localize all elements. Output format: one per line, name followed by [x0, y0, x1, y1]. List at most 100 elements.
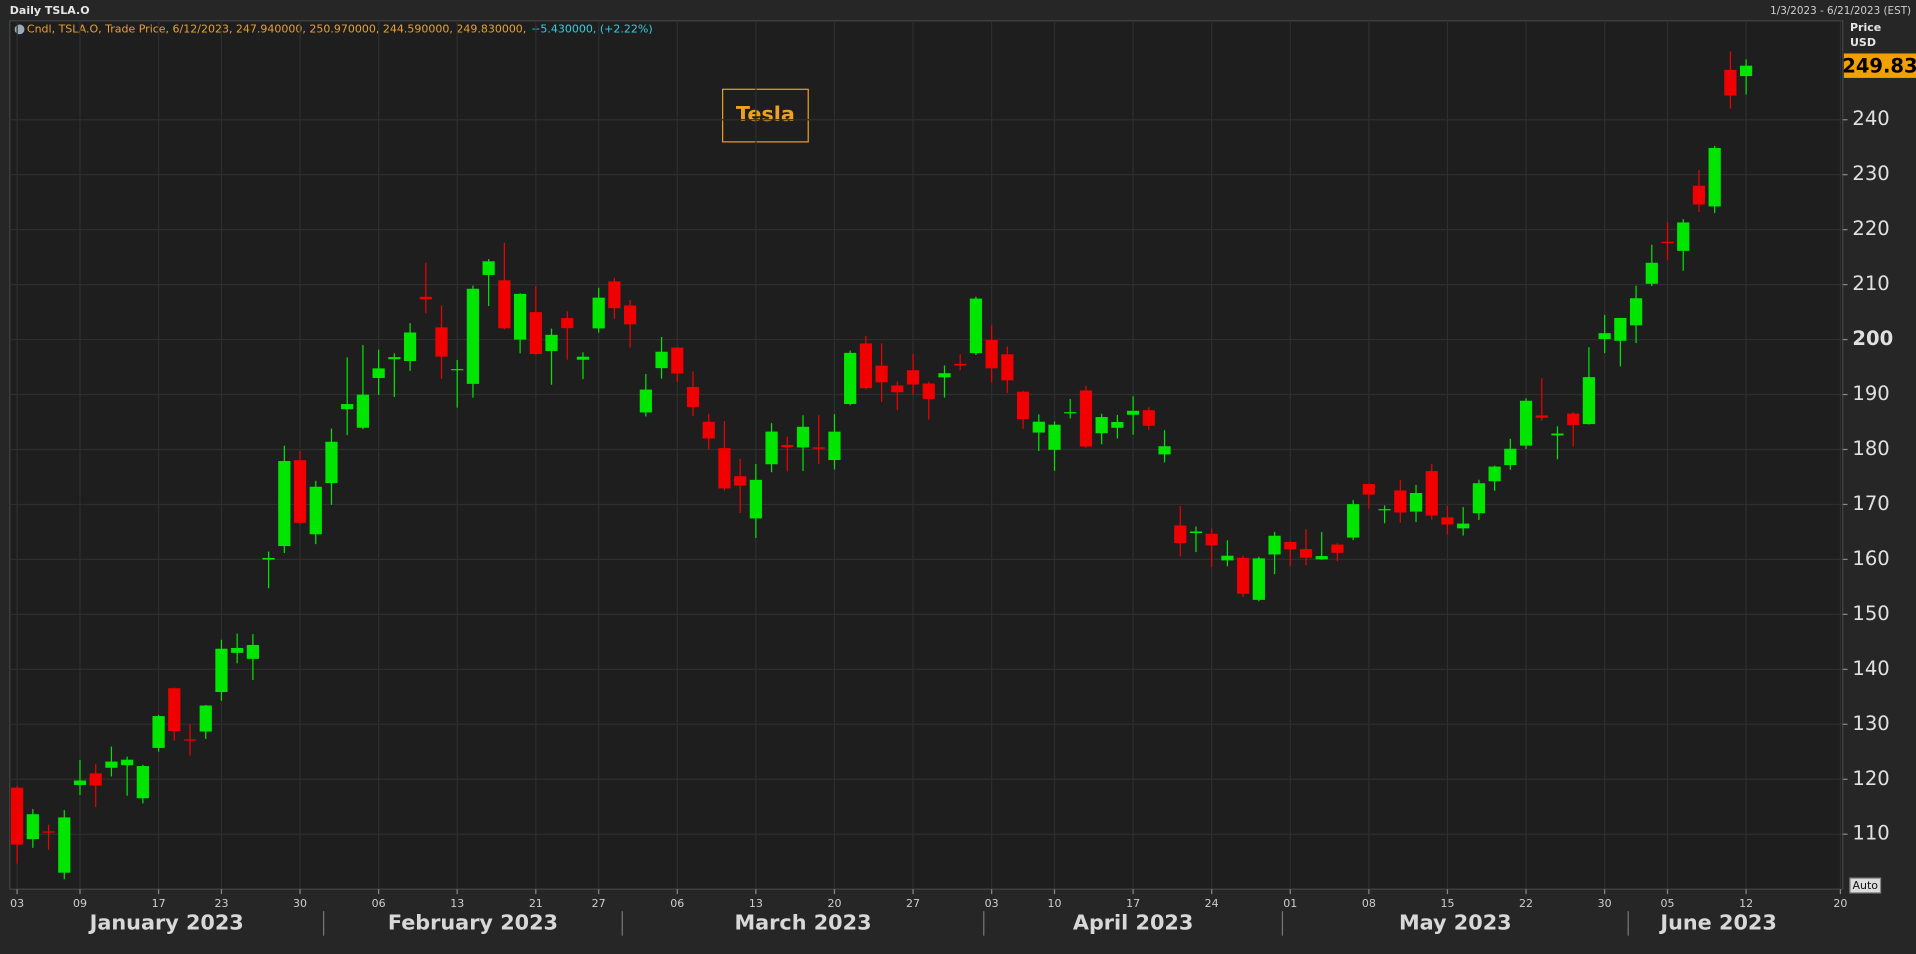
candle-body — [121, 759, 134, 766]
candle-body — [608, 281, 621, 309]
candle-body — [1221, 555, 1234, 561]
x-tick-label: 15 — [1440, 897, 1454, 910]
candle-body — [1598, 333, 1611, 340]
candle-body — [529, 312, 542, 355]
candle-body — [592, 297, 605, 329]
candle-body — [309, 486, 322, 535]
y-tick-label: 140 — [1852, 657, 1889, 680]
x-tick-label: 20 — [1833, 897, 1847, 910]
candle-body — [969, 298, 983, 354]
candle-body — [262, 557, 275, 560]
candle-body — [293, 460, 307, 523]
candle-body — [718, 448, 731, 489]
candle-body — [891, 385, 904, 393]
candle-body — [199, 705, 212, 732]
candle-body — [89, 773, 102, 786]
month-label: February 2023 — [388, 910, 558, 934]
candle-body — [58, 817, 71, 873]
candle-body — [1205, 533, 1218, 546]
x-tick-label: 09 — [73, 897, 87, 910]
axis-title: Price — [1850, 21, 1881, 34]
x-tick-label: 13 — [450, 897, 464, 910]
candle-body — [954, 363, 967, 366]
candle-body — [545, 334, 558, 351]
candle-body — [1016, 391, 1030, 420]
candle-body — [1567, 413, 1580, 425]
candle-body — [1472, 483, 1486, 514]
month-label: March 2023 — [735, 910, 872, 934]
candle-body — [1692, 185, 1706, 205]
x-tick-label: 17 — [152, 897, 166, 910]
candle-body — [938, 373, 951, 378]
annotation-box — [722, 88, 809, 143]
candle-body — [1677, 222, 1690, 251]
y-tick-label: 210 — [1852, 272, 1889, 295]
candle-body — [1519, 400, 1533, 446]
candles — [11, 51, 1753, 880]
candle-body — [1724, 69, 1737, 96]
y-tick-label: 160 — [1852, 547, 1889, 570]
y-tick-label: 170 — [1852, 492, 1889, 515]
candle-body — [1001, 354, 1014, 381]
candle-body — [1189, 531, 1203, 534]
candle-body — [1629, 298, 1643, 326]
candle-body — [561, 318, 574, 329]
x-tick-label: 20 — [827, 897, 841, 910]
candle-body — [246, 644, 260, 659]
x-tick-label: 10 — [1048, 897, 1062, 910]
candle-body — [1425, 471, 1438, 516]
candle-body — [168, 688, 181, 731]
x-tick-label: 21 — [529, 897, 543, 910]
y-tick-label: 200 — [1852, 327, 1893, 350]
x-tick-label: 17 — [1126, 897, 1140, 910]
candle-body — [1441, 517, 1454, 525]
candle-body — [1315, 556, 1328, 560]
candle-body — [356, 394, 370, 428]
candle-body — [1331, 544, 1344, 553]
candle-body — [183, 739, 197, 741]
candle-body — [1299, 549, 1313, 558]
annotation: Tesla — [736, 102, 795, 126]
candle-body — [796, 426, 810, 448]
candle-body — [1252, 558, 1265, 600]
candle-body — [1645, 262, 1658, 284]
auto-button-label[interactable]: Auto — [1852, 879, 1878, 892]
candle-body — [624, 305, 637, 325]
candle-body — [1347, 504, 1360, 538]
candle-body — [1064, 412, 1077, 414]
x-tick-label: 06 — [372, 897, 386, 910]
candle-body — [513, 293, 527, 340]
x-tick-label: 23 — [214, 897, 228, 910]
candle-body — [42, 831, 55, 833]
auto-button[interactable] — [1849, 877, 1882, 894]
y-tick-label: 220 — [1852, 217, 1889, 240]
candle-body — [655, 351, 668, 369]
legend: Cndl, TSLA.O, Trade Price, 6/12/2023, 24… — [27, 22, 653, 35]
candle-body — [576, 356, 590, 360]
y-tick-label: 240 — [1852, 107, 1889, 130]
candle-body — [11, 787, 24, 845]
candle-body — [1378, 509, 1391, 511]
y-tick-label: 120 — [1852, 767, 1889, 790]
candle-body — [1284, 541, 1297, 550]
candle-body — [1268, 535, 1281, 555]
x-tick-label: 08 — [1362, 897, 1376, 910]
x-tick-label: 06 — [670, 897, 684, 910]
month-label: April 2023 — [1073, 910, 1193, 934]
candle-body — [1142, 410, 1155, 426]
candle-body — [1488, 466, 1501, 482]
x-tick-label: 24 — [1205, 897, 1219, 910]
candle-body — [734, 476, 747, 486]
candle-body — [388, 357, 401, 360]
candle-body — [1614, 317, 1627, 341]
candle-body — [1535, 415, 1548, 418]
candle-body — [1551, 433, 1564, 436]
candle-body — [985, 340, 998, 369]
x-tick-label: 27 — [592, 897, 606, 910]
candle-body — [1457, 523, 1470, 529]
candle-body — [1111, 422, 1124, 428]
candle-body — [231, 647, 244, 653]
candle-body — [702, 421, 715, 439]
